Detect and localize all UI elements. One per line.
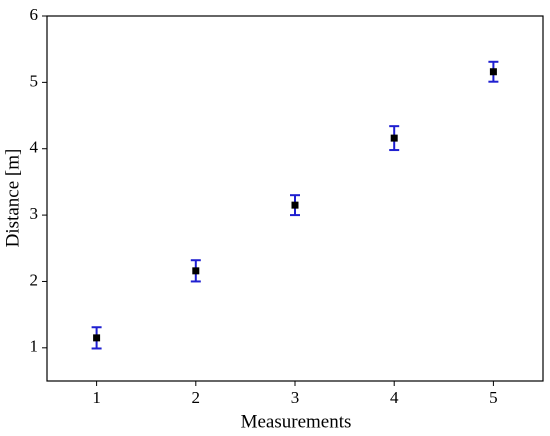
y-axis-label: Distance [m] bbox=[2, 149, 23, 248]
data-point bbox=[489, 68, 497, 76]
data-point bbox=[192, 267, 200, 275]
data-point bbox=[390, 134, 398, 142]
x-tick-label: 5 bbox=[489, 388, 498, 407]
y-tick-label: 6 bbox=[30, 5, 39, 24]
x-tick-label: 4 bbox=[390, 388, 399, 407]
x-tick-label: 3 bbox=[291, 388, 300, 407]
y-tick-label: 3 bbox=[30, 204, 39, 223]
x-tick-label: 2 bbox=[192, 388, 201, 407]
x-axis-label: Measurements bbox=[241, 411, 352, 432]
data-point bbox=[93, 334, 101, 342]
y-tick-label: 1 bbox=[30, 337, 39, 356]
y-tick-label: 5 bbox=[30, 71, 39, 90]
x-tick-label: 1 bbox=[92, 388, 101, 407]
data-point bbox=[291, 201, 299, 209]
y-tick-label: 4 bbox=[30, 138, 39, 157]
y-tick-label: 2 bbox=[30, 270, 39, 289]
